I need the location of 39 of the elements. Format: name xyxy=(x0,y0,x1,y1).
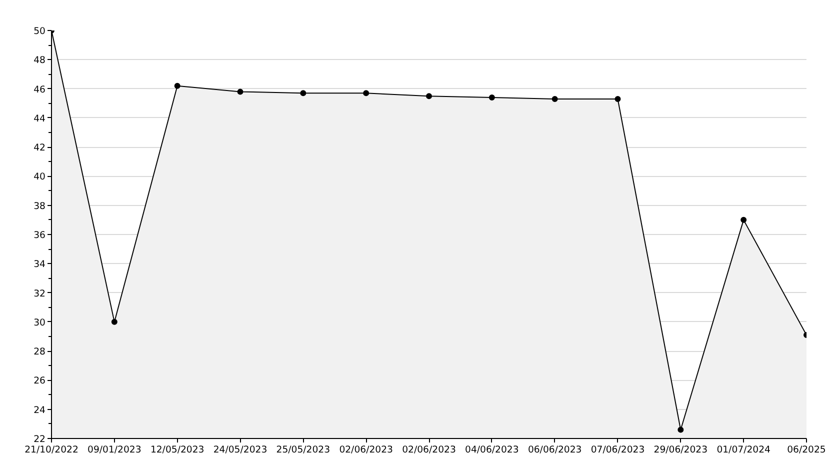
point xyxy=(614,96,621,102)
point xyxy=(488,94,495,101)
x-tick-label: 21/10/2022 xyxy=(24,444,78,456)
point xyxy=(111,318,118,325)
y-tick-label: 34 xyxy=(34,259,46,270)
point xyxy=(237,88,244,95)
y-tick-label: 30 xyxy=(34,317,46,328)
x-tick-label: 01/07/2024 xyxy=(716,444,771,456)
point xyxy=(678,426,684,433)
y-tick-label: 24 xyxy=(34,404,46,416)
x-tick-label: 06/06/2023 xyxy=(528,444,582,456)
y-tick-label: 42 xyxy=(34,142,46,154)
y-tick-label: 38 xyxy=(34,200,46,212)
x-tick-label: 29/06/2023 xyxy=(654,444,708,456)
point xyxy=(740,216,747,223)
y-tick-label: 32 xyxy=(34,288,46,300)
point xyxy=(300,90,306,96)
y-tick-label: 50 xyxy=(34,26,46,37)
x-tick-label: 04/06/2023 xyxy=(465,444,519,456)
x-tick-label: 09/01/2023 xyxy=(88,444,142,456)
point xyxy=(426,93,432,100)
y-tick-label: 28 xyxy=(34,346,46,358)
x-tick-label: 02/06/2023 xyxy=(402,444,456,456)
y-tick-label: 40 xyxy=(34,172,46,183)
x-tick-label: 02/06/2023 xyxy=(339,444,394,456)
y-tick-label: 48 xyxy=(34,55,46,66)
x-tick-label: 06/2025 xyxy=(787,444,826,456)
x-tick-label: 12/05/2023 xyxy=(150,444,204,456)
point xyxy=(552,96,558,102)
point xyxy=(363,90,370,96)
y-tick-label: 44 xyxy=(34,113,46,124)
point xyxy=(174,82,180,89)
y-tick-label: 26 xyxy=(34,376,46,387)
y-tick-label: 46 xyxy=(34,84,46,96)
x-tick-label: 07/06/2023 xyxy=(590,444,645,456)
x-tick-label: 24/05/2023 xyxy=(213,444,268,456)
y-tick-label: 22 xyxy=(34,434,46,445)
y-tick-label: 36 xyxy=(34,230,46,241)
x-tick-label: 25/05/2023 xyxy=(276,444,330,456)
